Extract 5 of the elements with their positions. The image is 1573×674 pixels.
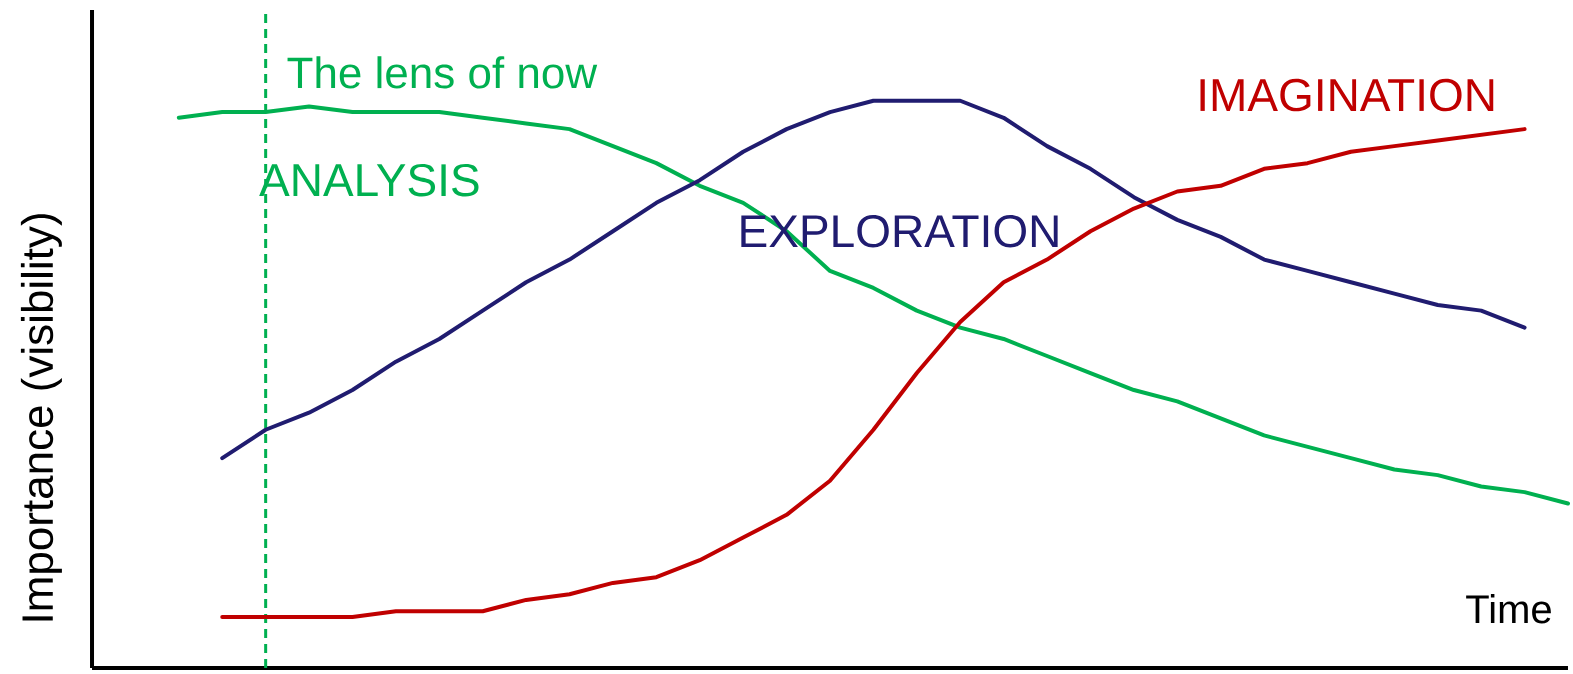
series-label: ANALYSIS xyxy=(259,163,479,197)
y-axis-title: Importance (visibility) xyxy=(20,214,62,621)
x-axis-title: Time xyxy=(1466,594,1551,624)
series-label: IMAGINATION xyxy=(1200,78,1494,112)
text: The lens of now xyxy=(287,56,598,89)
